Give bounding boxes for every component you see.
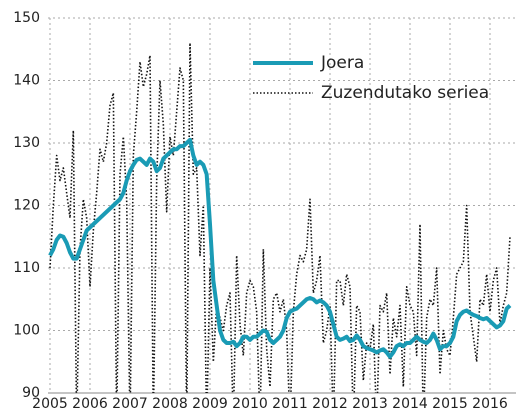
plot-area bbox=[48, 42, 512, 393]
x-tick-label: 2012 bbox=[312, 396, 348, 412]
x-tick-label: 2010 bbox=[232, 396, 268, 412]
series-line bbox=[48, 137, 512, 359]
y-tick-label: 120 bbox=[13, 198, 40, 214]
x-tick-label: 2006 bbox=[72, 396, 108, 412]
legend-label: Zuzendutako seriea bbox=[321, 83, 489, 103]
series-line bbox=[49, 42, 511, 393]
x-tick-label: 2005 bbox=[32, 396, 68, 412]
x-tick-label: 2009 bbox=[192, 396, 228, 412]
y-tick-label: 150 bbox=[13, 10, 40, 26]
x-tick-label: 2011 bbox=[272, 396, 308, 412]
x-tick-label: 2016 bbox=[472, 396, 508, 412]
y-tick-label: 130 bbox=[13, 135, 40, 151]
y-tick-label: 140 bbox=[13, 73, 40, 89]
x-tick-label: 2007 bbox=[112, 396, 148, 412]
x-tick-label: 2008 bbox=[152, 396, 188, 412]
y-tick-label: 100 bbox=[13, 323, 40, 339]
y-tick-label: 110 bbox=[13, 260, 40, 276]
x-tick-label: 2014 bbox=[392, 396, 428, 412]
y-tick-label: 90 bbox=[22, 385, 40, 401]
x-tick-label: 2015 bbox=[432, 396, 468, 412]
legend-label: Joera bbox=[320, 53, 364, 73]
x-tick-label: 2013 bbox=[352, 396, 388, 412]
